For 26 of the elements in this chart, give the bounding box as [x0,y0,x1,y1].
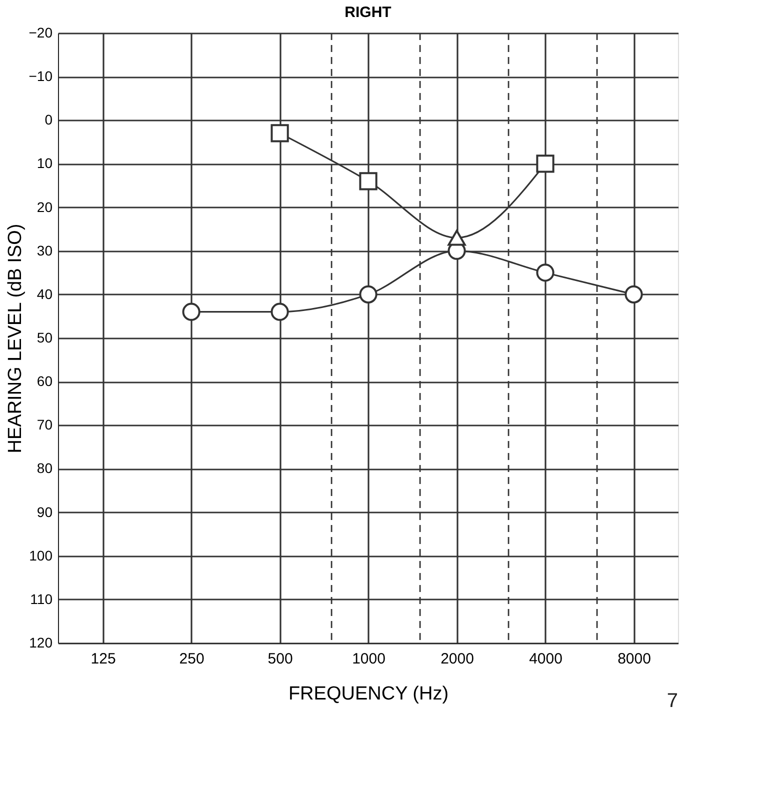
x-tick-label: 2000 [440,650,474,668]
x-tick-label: 250 [179,650,204,668]
y-tick-label: 30 [36,242,53,258]
y-tick-label: 0 [44,112,53,128]
x-tick-label: 125 [90,650,116,668]
x-tick-label: 500 [268,650,293,668]
x-axis-title: FREQUENCY (Hz) [288,684,449,704]
y-tick-label: 50 [36,330,53,346]
y-tick-label: 40 [36,286,53,302]
y-tick-label: 100 [29,547,53,564]
y-tick-label: 90 [36,504,53,520]
y-tick-label: 110 [30,590,53,607]
y-tick-label: 10 [36,155,53,172]
x-tick-label: 1000 [352,650,386,668]
y-tick-label: −10 [28,68,53,84]
x-tick-label: 8000 [618,650,651,668]
x-tick-label: 4000 [529,650,562,668]
y-tick-label: −20 [28,24,53,40]
chart-title: RIGHT [344,4,392,21]
text: 7 [666,690,678,712]
y-tick-label: 70 [36,416,53,433]
y-tick-label: 20 [36,198,53,215]
y-axis-title: HEARING LEVEL (dB ISO) [4,224,26,454]
y-tick-label: 60 [36,373,53,390]
y-tick-label: 80 [36,460,53,476]
y-tick-label: 120 [29,634,53,650]
